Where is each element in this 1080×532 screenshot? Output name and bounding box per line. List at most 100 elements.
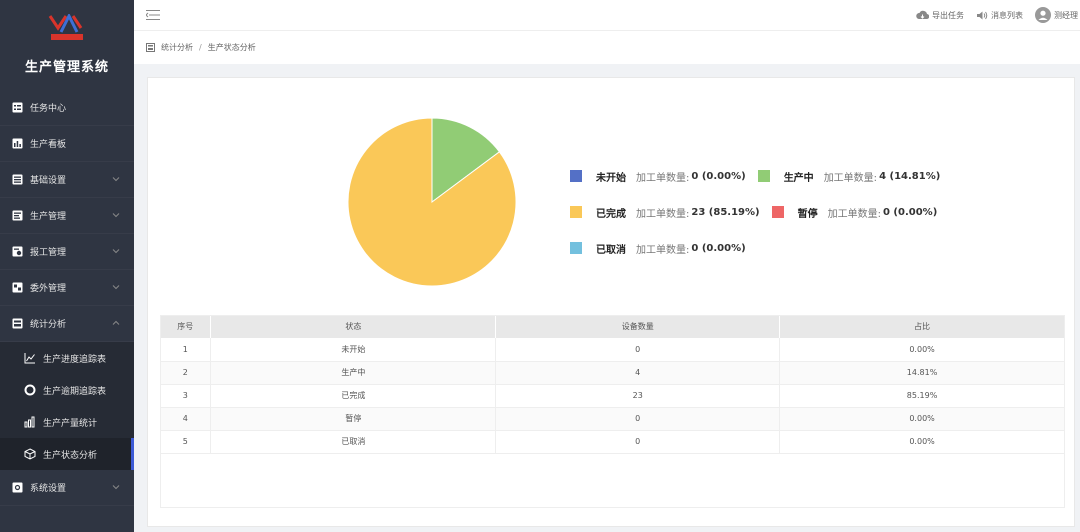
chart-legend: 未开始 加工单数量: 0 (0.00%) 生产中 加工单数量: 4 (14.81…	[570, 158, 952, 266]
column-header: 状态	[210, 315, 497, 338]
legend-value: 4 (14.81%)	[879, 170, 941, 182]
legend-item-in-progress[interactable]: 生产中 加工单数量: 4 (14.81%)	[757, 169, 941, 184]
table-cell: 0.00%	[779, 407, 1065, 431]
cube-icon	[24, 448, 36, 460]
statistics-submenu: 生产进度追踪表 生产逾期追踪表 生产产量统计 生产状态分析	[0, 342, 134, 470]
legend-count-label: 加工单数量:	[636, 172, 690, 184]
chevron-up-icon	[112, 320, 120, 325]
legend-percent: 14.81%	[894, 170, 936, 182]
user-menu[interactable]: 测经理	[1035, 7, 1078, 23]
legend-item-cancelled[interactable]: 已取消 加工单数量: 0 (0.00%)	[570, 241, 746, 256]
legend-item-completed[interactable]: 已完成 加工单数量: 23 (85.19%)	[570, 205, 760, 220]
breadcrumb-current: 生产状态分析	[207, 43, 256, 52]
content-card: 未开始 加工单数量: 0 (0.00%) 生产中 加工单数量: 4 (14.81…	[147, 77, 1075, 527]
legend-value: 0 (0.00%)	[691, 242, 746, 254]
sidebar-item-label: 委外管理	[30, 284, 67, 294]
legend-percent: 0.00%	[706, 170, 742, 182]
sidebar-subitem-status-analysis[interactable]: 生产状态分析	[0, 438, 134, 470]
table-cell: 未开始	[210, 338, 497, 362]
sidebar-item-label: 任务中心	[30, 104, 67, 114]
sidebar-subitem-output-stats[interactable]: 生产产量统计	[0, 406, 134, 438]
table-cell: 4	[160, 407, 212, 431]
legend-name: 未开始	[596, 172, 626, 184]
line-chart-icon	[24, 352, 36, 364]
sidebar-item-system-settings[interactable]: 系统设置	[0, 470, 134, 506]
sidebar-menu: 任务中心 生产看板 基础设置 生产管理 报工管理	[0, 90, 134, 506]
table-cell: 0.00%	[779, 430, 1065, 454]
header-actions: 导出任务 消息列表 测经理	[904, 7, 1078, 23]
table-cell: 生产中	[210, 361, 497, 385]
task-icon	[12, 102, 23, 113]
doc-icon	[12, 210, 23, 221]
speaker-icon	[977, 11, 988, 19]
menu-toggle-icon[interactable]	[146, 9, 160, 21]
chevron-down-icon	[112, 177, 120, 182]
sidebar-subitem-progress-tracking[interactable]: 生产进度追踪表	[0, 342, 134, 374]
outsource-icon	[12, 282, 23, 293]
table-cell: 23	[495, 384, 781, 408]
legend-item-not-started[interactable]: 未开始 加工单数量: 0 (0.00%)	[570, 169, 746, 184]
sidebar-item-outsource-management[interactable]: 委外管理	[0, 270, 134, 306]
export-tasks-button[interactable]: 导出任务	[916, 10, 964, 21]
sidebar-subitem-label: 生产进度追踪表	[43, 354, 107, 365]
chevron-down-icon	[112, 485, 120, 490]
table-cell: 4	[495, 361, 781, 385]
sidebar-item-production-management[interactable]: 生产管理	[0, 198, 134, 234]
table-row: 5 已取消 0 0.00%	[160, 430, 1065, 454]
report-icon	[12, 246, 23, 257]
legend-count: 0	[691, 242, 699, 254]
legend-value: 0 (0.00%)	[882, 206, 938, 218]
app-title: 生产管理系统	[24, 60, 109, 75]
table-row: 3 已完成 23 85.19%	[160, 384, 1065, 408]
legend-name: 生产中	[783, 172, 814, 184]
avatar-icon	[1035, 7, 1051, 23]
pie-slice-2[interactable]	[347, 117, 517, 287]
breadcrumb-parent[interactable]: 统计分析	[161, 43, 193, 52]
legend-swatch	[570, 206, 582, 218]
stats-icon	[146, 43, 155, 52]
stats-icon	[12, 318, 23, 329]
chevron-down-icon	[112, 285, 120, 290]
table-cell: 3	[160, 384, 212, 408]
table-cell: 已取消	[210, 430, 497, 454]
legend-name: 暂停	[797, 208, 818, 220]
sidebar-item-statistics[interactable]: 统计分析	[0, 306, 134, 342]
legend-count: 23	[691, 206, 706, 218]
logo-icon	[48, 14, 83, 40]
legend-count-label: 加工单数量:	[827, 208, 881, 220]
table-row: 4 暂停 0 0.00%	[160, 407, 1065, 431]
breadcrumb: 统计分析 / 生产状态分析	[134, 31, 1080, 64]
sidebar-item-production-board[interactable]: 生产看板	[0, 126, 134, 162]
sidebar-subitem-label: 生产状态分析	[43, 450, 98, 461]
legend-percent: 0.00%	[898, 206, 933, 218]
sidebar-item-basic-settings[interactable]: 基础设置	[0, 162, 134, 198]
legend-swatch	[570, 242, 582, 254]
legend-count: 4	[879, 170, 887, 182]
legend-name: 已取消	[596, 244, 626, 256]
chevron-down-icon	[112, 249, 120, 254]
legend-percent: 85.19%	[713, 206, 756, 218]
message-list-label: 消息列表	[991, 10, 1023, 20]
table-cell: 已完成	[210, 384, 497, 408]
legend-count-label: 加工单数量:	[823, 172, 878, 184]
table-cell: 0	[495, 430, 781, 454]
board-icon	[12, 138, 23, 149]
status-table: 序号 状态 设备数量 占比 1 未开始 0 0.00% 2 生产中 4 14.8…	[160, 315, 1065, 454]
sidebar-subitem-label: 生产逾期追踪表	[43, 386, 107, 397]
sidebar-item-task-center[interactable]: 任务中心	[0, 90, 134, 126]
legend-item-paused[interactable]: 暂停 加工单数量: 0 (0.00%)	[771, 205, 938, 220]
table-cell: 0	[495, 338, 781, 362]
pie-slice-1[interactable]	[431, 117, 501, 203]
settings-icon	[12, 482, 23, 493]
legend-count: 0	[882, 206, 890, 218]
legend-count-label: 加工单数量:	[636, 208, 690, 220]
table-cell: 5	[160, 430, 212, 454]
sidebar-item-report-management[interactable]: 报工管理	[0, 234, 134, 270]
legend-name: 已完成	[596, 208, 626, 220]
status-pie-chart	[347, 117, 517, 287]
legend-swatch	[757, 170, 770, 182]
message-list-button[interactable]: 消息列表	[976, 10, 1023, 21]
column-header: 占比	[779, 315, 1065, 338]
legend-count: 0	[691, 170, 699, 182]
sidebar-subitem-overdue-tracking[interactable]: 生产逾期追踪表	[0, 374, 134, 406]
